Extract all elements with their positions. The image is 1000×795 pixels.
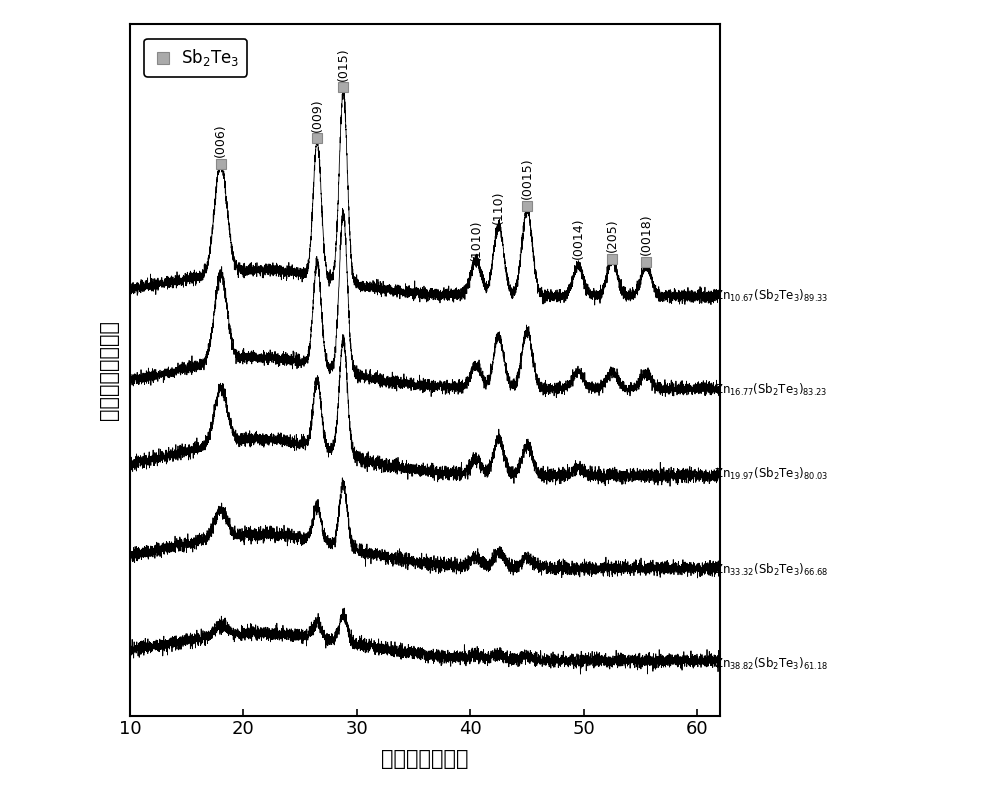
Text: (1010): (1010) — [470, 219, 483, 261]
Text: Zn$_{38.82}$(Sb$_2$Te$_3$)$_{61.18}$: Zn$_{38.82}$(Sb$_2$Te$_3$)$_{61.18}$ — [714, 657, 829, 673]
Text: (0015): (0015) — [521, 157, 534, 200]
Text: (006): (006) — [214, 123, 227, 157]
Legend: Sb$_2$Te$_3$: Sb$_2$Te$_3$ — [144, 39, 247, 77]
Text: Zn$_{33.32}$(Sb$_2$Te$_3$)$_{66.68}$: Zn$_{33.32}$(Sb$_2$Te$_3$)$_{66.68}$ — [714, 562, 829, 578]
Text: (205): (205) — [606, 219, 619, 252]
Text: (009): (009) — [311, 98, 324, 132]
X-axis label: 二倍角度（度）: 二倍角度（度） — [381, 750, 469, 770]
Text: Zn$_{10.67}$(Sb$_2$Te$_3$)$_{89.33}$: Zn$_{10.67}$(Sb$_2$Te$_3$)$_{89.33}$ — [714, 289, 829, 304]
Text: Zn$_{16.77}$(Sb$_2$Te$_3$)$_{83.23}$: Zn$_{16.77}$(Sb$_2$Te$_3$)$_{83.23}$ — [714, 382, 827, 398]
Text: (0018): (0018) — [640, 214, 653, 255]
Text: (015): (015) — [337, 47, 350, 81]
Text: (0014): (0014) — [572, 218, 585, 259]
Y-axis label: 强度（任意单位）: 强度（任意单位） — [99, 320, 119, 420]
Text: (110): (110) — [492, 190, 505, 223]
Text: Zn$_{19.97}$(Sb$_2$Te$_3$)$_{80.03}$: Zn$_{19.97}$(Sb$_2$Te$_3$)$_{80.03}$ — [714, 466, 829, 482]
